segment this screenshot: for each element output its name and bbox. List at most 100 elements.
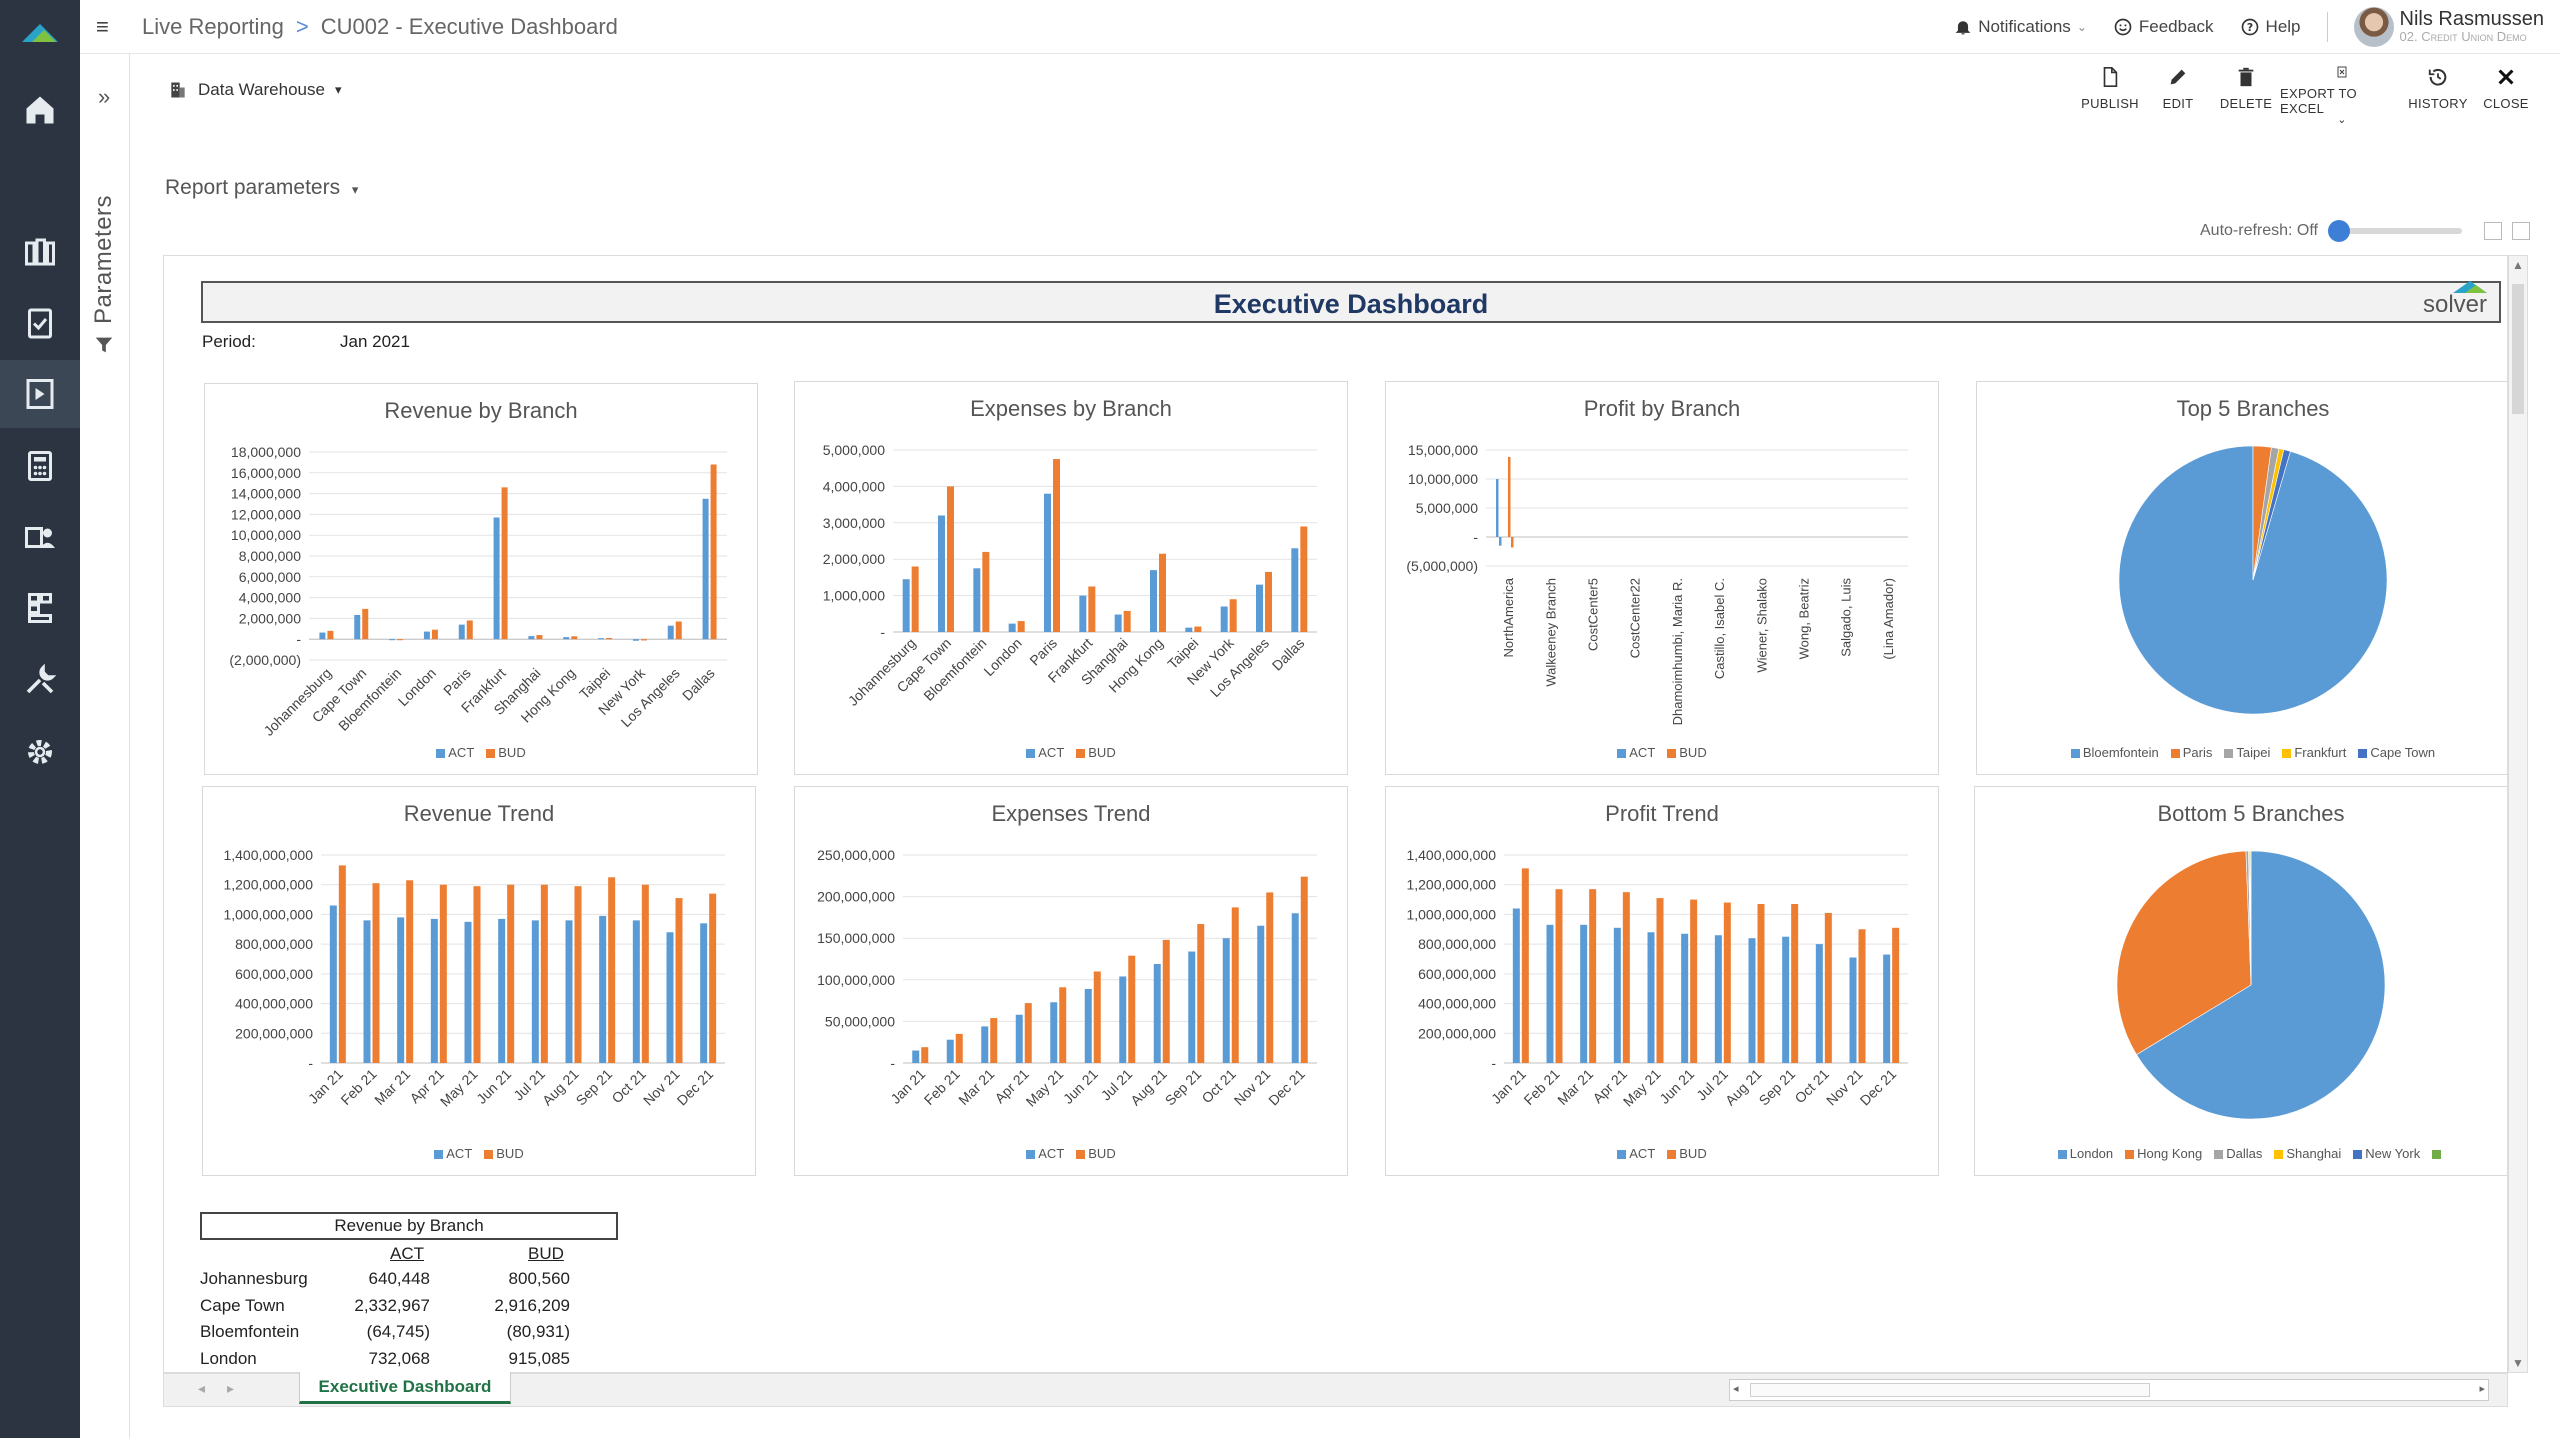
x-tick-label: Dallas <box>679 665 718 704</box>
help-button[interactable]: ? Help <box>2240 17 2301 37</box>
horizontal-scrollbar[interactable]: ◂ ▸ <box>1729 1379 2489 1401</box>
auto-refresh-label: Auto-refresh: Off <box>2200 222 2318 239</box>
bar-act <box>528 636 535 640</box>
y-tick-label: 1,000,000 <box>823 588 885 604</box>
nav-tasks[interactable] <box>0 288 80 356</box>
legend-swatch <box>1026 1150 1036 1159</box>
scroll-thumb[interactable] <box>2512 284 2524 414</box>
bar-act <box>1681 933 1689 1063</box>
h-scroll-thumb[interactable] <box>1750 1383 2150 1397</box>
nav-settings[interactable] <box>0 718 80 786</box>
y-tick-label: (5,000,000) <box>1406 558 1478 574</box>
y-tick-label: 150,000,000 <box>817 930 895 946</box>
bar-bud <box>1162 939 1170 1063</box>
excel-icon <box>2337 66 2347 78</box>
nav-library[interactable] <box>0 218 80 286</box>
datasource-selector[interactable]: Data Warehouse ▾ <box>168 80 341 100</box>
help-label: Help <box>2265 17 2301 36</box>
bar-act <box>531 920 539 1063</box>
bar-bud <box>431 629 438 640</box>
chart-legend: London Hong Kong Dallas Shanghai New York <box>1975 1146 2507 1161</box>
legend-label: ACT <box>448 745 475 760</box>
sheet-tab-executive-dashboard[interactable]: Executive Dashboard <box>299 1372 511 1404</box>
bar-act <box>397 917 405 1063</box>
user-menu[interactable]: Nils Rasmussen 02. Credit Union Demo <box>2353 7 2544 47</box>
x-tick-label: Dec 21 <box>674 1066 717 1109</box>
x-tick-label: Jun 21 <box>473 1066 514 1107</box>
divider <box>2326 12 2328 42</box>
scroll-up-icon[interactable]: ▲ <box>2512 258 2524 272</box>
nav-home[interactable] <box>0 76 80 144</box>
delete-button[interactable]: DELETE <box>2212 64 2280 124</box>
auto-refresh-slider[interactable] <box>2327 220 2462 242</box>
bar-bud <box>372 883 380 1063</box>
parameters-label[interactable]: Parameters <box>90 194 117 324</box>
scroll-right-icon[interactable]: ▸ <box>2479 1383 2485 1395</box>
bar-act <box>1782 936 1790 1063</box>
legend-item: New York <box>2353 1146 2420 1161</box>
nav-planning[interactable] <box>0 432 80 500</box>
y-tick-label: 50,000,000 <box>825 1013 895 1029</box>
notifications-button[interactable]: Notifications ⌄ <box>1954 17 2087 37</box>
bar-bud <box>1159 553 1166 632</box>
legend-label: Frankfurt <box>2294 745 2347 760</box>
scroll-down-icon[interactable]: ▼ <box>2512 1356 2524 1370</box>
y-tick-label: 100,000,000 <box>817 972 895 988</box>
legend-item: BUD <box>1076 1146 1116 1161</box>
vertical-scrollbar[interactable]: ▲ ▼ <box>2508 255 2528 1373</box>
history-button[interactable]: HISTORY <box>2404 64 2472 124</box>
chart-svg: 1,400,000,000 1,200,000,000 1,000,000,000 8… <box>223 847 725 1110</box>
nav-data[interactable] <box>0 502 80 570</box>
pie-slice <box>2249 850 2252 986</box>
legend-swatch <box>436 749 446 758</box>
legend-item: Bloemfontein <box>2070 745 2159 760</box>
solver-logo-icon[interactable] <box>20 18 60 46</box>
sheet-nav-arrows[interactable]: ◂▸ <box>198 1380 257 1396</box>
edit-button[interactable]: EDIT <box>2144 64 2212 124</box>
legend-label: Dallas <box>2226 1146 2263 1161</box>
bud-value: 800,560 <box>508 1269 570 1288</box>
legend-item: BUD <box>484 1146 524 1161</box>
bar-act <box>702 498 709 640</box>
scroll-left-icon[interactable]: ◂ <box>1733 1383 1739 1395</box>
legend-item: ACT <box>1617 1146 1655 1161</box>
breadcrumb-live-reporting[interactable]: Live Reporting <box>142 14 284 39</box>
legend-label: Bloemfontein <box>2082 745 2159 760</box>
publish-button[interactable]: PUBLISH <box>2076 64 2144 124</box>
close-button[interactable]: CLOSE <box>2472 64 2540 124</box>
nav-tools[interactable] <box>0 646 80 714</box>
menu-icon[interactable]: ≡ <box>96 14 109 39</box>
slider-knob[interactable] <box>2327 220 2350 242</box>
grid-icon[interactable] <box>2511 222 2530 240</box>
legend-label: Cape Town <box>2370 745 2436 760</box>
chart-svg: 18,000,000 16,000,000 14,000,000 12,000,000… <box>229 444 727 739</box>
legend-swatch <box>1667 1150 1677 1159</box>
expand-icon[interactable] <box>2483 222 2502 240</box>
x-tick-label: Aug 21 <box>539 1066 582 1109</box>
chart-profit-by-branch: Profit by Branch 15,000,000 10,000,000 5,00… <box>1385 381 1939 775</box>
bar-bud <box>1088 586 1096 632</box>
expand-parameters-icon[interactable]: » <box>98 84 111 109</box>
legend-label: BUD <box>498 745 526 760</box>
export-to-excel-button[interactable]: EXPORT TO EXCEL ⌄ <box>2280 64 2404 126</box>
bar-bud <box>397 639 404 641</box>
bar-bud <box>640 639 647 641</box>
x-tick-label: Mar 21 <box>1554 1066 1596 1108</box>
feedback-button[interactable]: Feedback <box>2113 17 2214 37</box>
bar-act <box>1512 908 1520 1063</box>
x-tick-label: Aug 21 <box>1722 1066 1765 1109</box>
legend-swatch <box>1076 749 1086 758</box>
nav-reports[interactable] <box>0 360 80 428</box>
report-parameters-toggle[interactable]: Report parameters ▾ <box>165 176 358 200</box>
pie-slice <box>2116 850 2252 1056</box>
bar-act <box>563 637 570 640</box>
bar-bud <box>466 620 473 640</box>
bar-act <box>1114 614 1122 632</box>
bar-bud <box>947 486 954 632</box>
x-tick-label: Dhamoimhumbi, Maria R. <box>1670 578 1685 725</box>
bar-bud <box>606 637 613 640</box>
y-tick-label: 1,000,000,000 <box>223 906 313 922</box>
chevron-down-icon: ⌄ <box>2076 20 2087 34</box>
nav-modules[interactable] <box>0 574 80 642</box>
filter-icon[interactable] <box>93 334 115 356</box>
